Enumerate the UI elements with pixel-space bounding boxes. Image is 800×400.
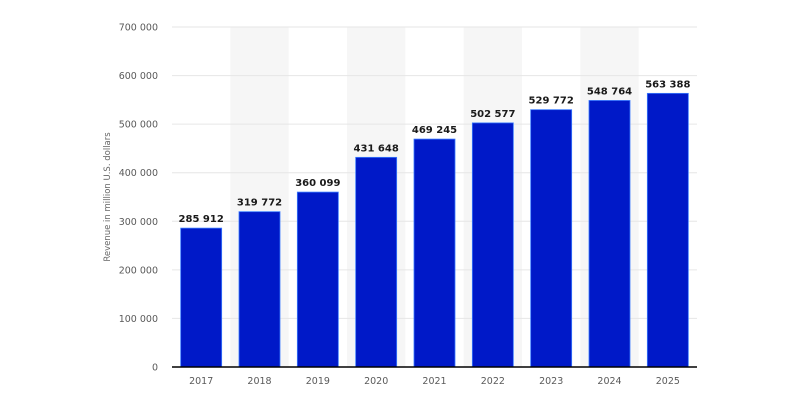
bar-2020 [355, 156, 398, 368]
y-tick-label: 200 000 [119, 265, 158, 276]
bar-2022 [471, 122, 514, 368]
x-tick-label-2022: 2022 [481, 376, 505, 387]
bar-2017 [180, 227, 223, 368]
value-label-2021: 469 245 [412, 125, 457, 136]
x-tick-label-2020: 2020 [364, 376, 388, 387]
y-tick-label: 400 000 [119, 168, 158, 179]
bar-2024 [588, 100, 631, 368]
bar-2021 [413, 138, 456, 368]
y-tick-label: 100 000 [119, 314, 158, 325]
x-tick-label-2025: 2025 [656, 376, 680, 387]
value-label-2020: 431 648 [354, 143, 399, 154]
bar-2023 [530, 109, 573, 368]
y-tick-label: 0 [152, 363, 158, 374]
value-label-2017: 285 912 [179, 214, 224, 225]
bar-2025 [646, 92, 689, 368]
value-label-2018: 319 772 [237, 198, 282, 209]
y-tick-label: 700 000 [119, 23, 158, 34]
bar-value-labels: 285 912 319 772 360 099 431 648 469 245 502 5… [179, 79, 691, 225]
bar-2018 [238, 211, 281, 368]
x-tick-label-2024: 2024 [597, 376, 621, 387]
y-axis-title: Revenue in million U.S. dollars [103, 132, 113, 262]
x-tick-label-2019: 2019 [306, 376, 330, 387]
x-tick-label-2023: 2023 [539, 376, 563, 387]
value-label-2024: 548 764 [587, 86, 632, 97]
y-axis-tick-labels: 0 100 000 200 000 300 000 400 000 500 000 600 … [119, 23, 158, 374]
y-tick-label: 600 000 [119, 71, 158, 82]
x-tick-label-2021: 2021 [422, 376, 446, 387]
value-label-2019: 360 099 [295, 178, 340, 189]
bars [180, 92, 689, 368]
x-tick-label-2017: 2017 [189, 376, 213, 387]
y-tick-label: 500 000 [119, 120, 158, 131]
x-tick-label-2018: 2018 [247, 376, 271, 387]
value-label-2025: 563 388 [645, 79, 690, 90]
value-label-2022: 502 577 [470, 109, 515, 120]
x-axis-tick-labels: 2017 2018 2019 2020 2021 2022 2023 2024 2025 [189, 376, 680, 387]
y-tick-label: 300 000 [119, 217, 158, 228]
value-label-2023: 529 772 [529, 96, 574, 107]
bar-2019 [296, 191, 339, 368]
